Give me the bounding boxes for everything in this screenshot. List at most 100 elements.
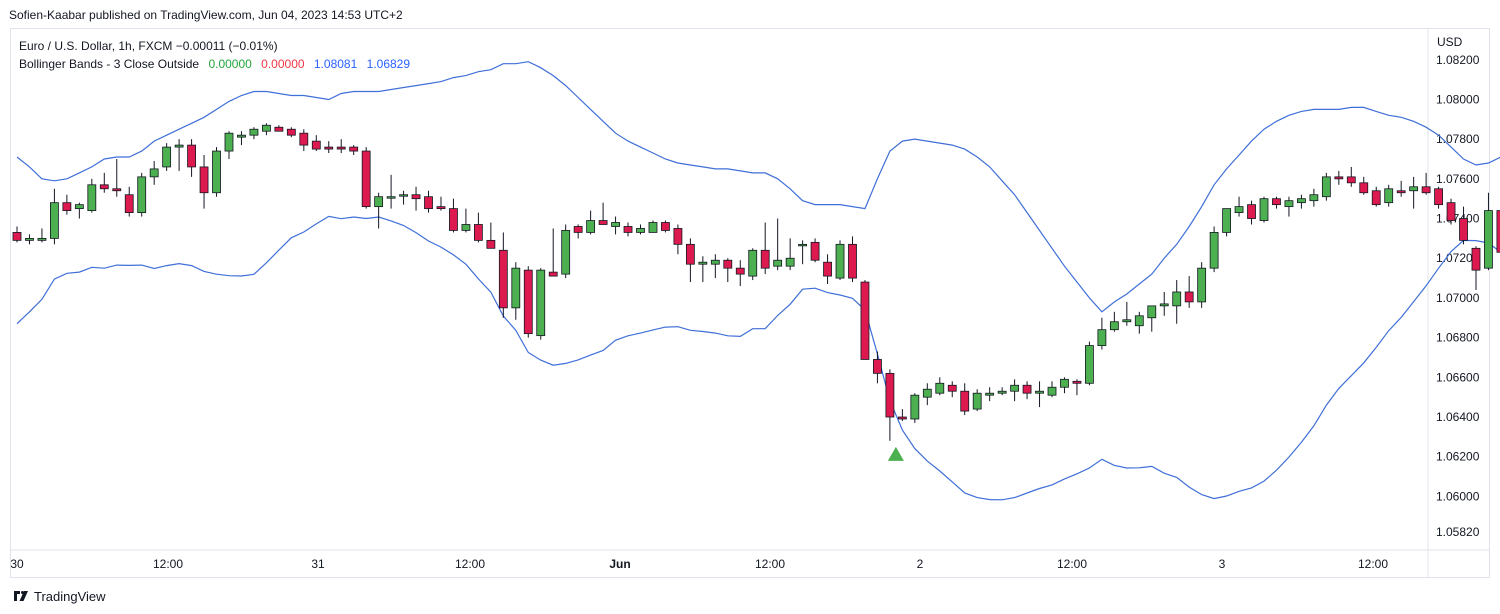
candle-body [1259, 198, 1269, 221]
candle-body [486, 239, 496, 249]
candle-body [536, 269, 546, 337]
footer-brand: TradingView [34, 589, 106, 604]
candle-body [1359, 182, 1369, 194]
candle-body [910, 394, 920, 420]
candle-body [835, 243, 845, 279]
candle-body [461, 224, 471, 231]
candle-body [1371, 190, 1381, 206]
candle-body [74, 204, 84, 210]
y-tick-label: 1.06800 [1436, 331, 1480, 345]
candle-body [1396, 190, 1406, 194]
candle-body [12, 232, 22, 241]
candle-body [698, 261, 708, 265]
candle-body [37, 237, 47, 241]
candle-body [498, 249, 508, 309]
y-tick-label: 1.06200 [1436, 450, 1480, 464]
candle-body [710, 259, 720, 265]
candle-body [411, 194, 421, 200]
upper-bollinger-band [16, 61, 1500, 313]
candle-body [1297, 198, 1306, 204]
candle-body [1134, 315, 1144, 327]
candle-body [1446, 202, 1456, 221]
indicator-value-3: 1.08081 [313, 57, 358, 71]
candle-body [324, 146, 334, 150]
candle-body [1097, 329, 1107, 346]
candle-body [561, 230, 571, 275]
candle-body [224, 132, 234, 152]
candle-body [174, 144, 184, 148]
candle-body [1172, 291, 1182, 307]
x-tick-label: 12:00 [455, 557, 485, 571]
candle-body [1122, 319, 1132, 323]
candle-body [548, 271, 558, 277]
buy-signal-triangle [887, 446, 904, 461]
candle-body [636, 228, 645, 233]
candle-body [848, 243, 857, 279]
x-tick-label: 30 [10, 557, 24, 571]
candle-body [1471, 247, 1481, 271]
candle-body [723, 259, 733, 269]
candle-body [735, 267, 745, 275]
candle-body [1022, 384, 1032, 394]
candle-body [299, 132, 309, 146]
y-tick-label: 1.06600 [1436, 370, 1480, 384]
indicator-value-4: 1.06829 [366, 57, 411, 71]
candle-body [25, 237, 34, 241]
candle-body [1109, 321, 1119, 331]
chart-legend: Euro / U.S. Dollar, 1h, FXCM −0.00011 (−… [19, 37, 416, 73]
y-tick-label: 1.07400 [1436, 212, 1480, 226]
candle-body [773, 259, 783, 267]
candle-body [386, 196, 396, 199]
candle-body [311, 140, 321, 150]
candle-body [1247, 204, 1256, 219]
candle-body [810, 241, 820, 261]
candle-body [997, 390, 1007, 394]
candle-body [449, 208, 458, 231]
symbol-line: Euro / U.S. Dollar, 1h, FXCM −0.00011 (−… [19, 39, 278, 53]
candle-body [1421, 186, 1431, 194]
candle-body [473, 224, 483, 241]
candle-body [1184, 291, 1194, 303]
candle-body [1209, 232, 1219, 269]
candle-body [1334, 176, 1344, 180]
indicator-line: Bollinger Bands - 3 Close Outside 0.0000… [19, 55, 416, 73]
candle-body [249, 128, 259, 136]
candle-body [785, 257, 795, 267]
candle-body [897, 416, 907, 420]
candle-body [1085, 345, 1094, 384]
y-tick-label: 1.08000 [1436, 92, 1480, 106]
x-tick-label: 31 [311, 557, 325, 571]
candle-body [424, 196, 433, 210]
candle-body [972, 392, 982, 410]
x-tick-label: 12:00 [1057, 557, 1087, 571]
candle-body [748, 249, 758, 277]
candle-body [960, 390, 970, 412]
candle-body [798, 243, 808, 247]
chart-frame [10, 28, 1490, 578]
candle-body [1384, 188, 1394, 204]
candle-body [661, 222, 670, 231]
candle-body [1060, 378, 1069, 388]
candle-body [1147, 305, 1157, 319]
candle-body [598, 220, 608, 225]
tradingview-logo-icon [14, 590, 28, 601]
y-tick-label: 1.08200 [1436, 53, 1480, 67]
candle-body [760, 249, 770, 269]
y-tick-label: 1.07600 [1436, 172, 1480, 186]
currency-label: USD [1437, 35, 1463, 49]
candle-body [1272, 198, 1281, 206]
candle-body [611, 222, 620, 227]
candle-body [1459, 218, 1468, 241]
candle-body [1035, 390, 1044, 394]
y-tick-label: 1.07200 [1436, 251, 1480, 265]
candle-body [1222, 208, 1231, 233]
candle-body [50, 202, 59, 239]
candle-body [87, 184, 97, 212]
x-tick-label: 3 [1219, 557, 1226, 571]
candle-body [873, 359, 882, 374]
candle-body [137, 176, 147, 213]
candle-body [685, 243, 695, 265]
x-tick-label: 12:00 [1358, 557, 1388, 571]
candle-body [823, 261, 832, 277]
